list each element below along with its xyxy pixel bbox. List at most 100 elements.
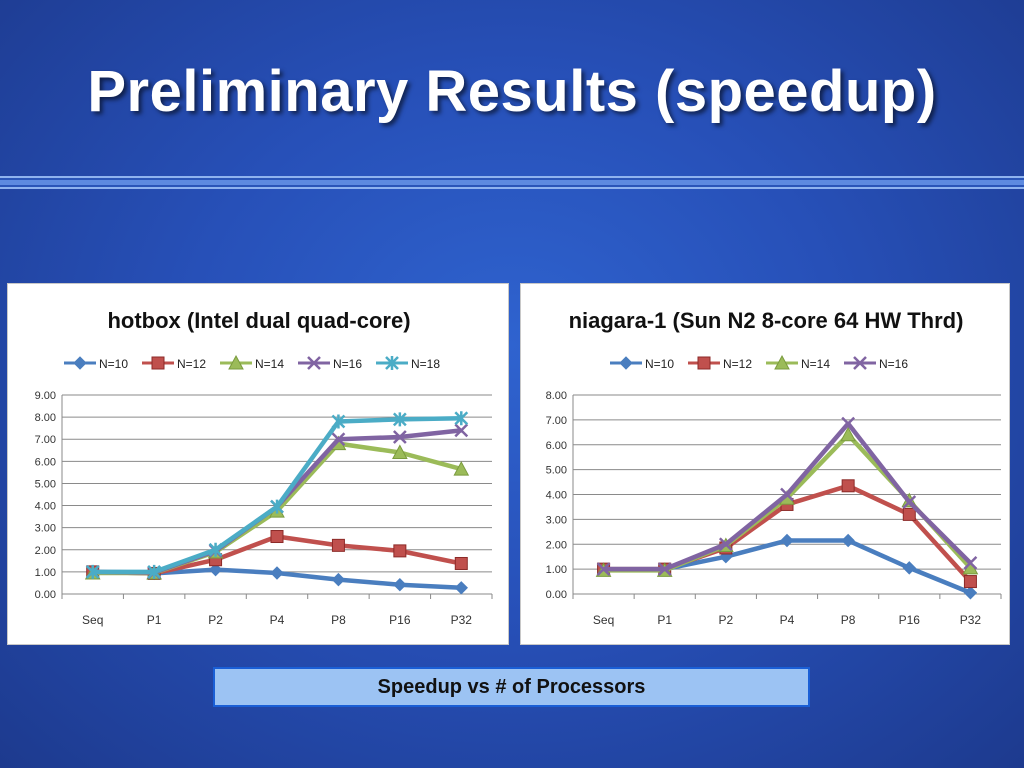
legend-label: N=14 bbox=[801, 357, 830, 371]
x-tick-label: P8 bbox=[841, 613, 856, 627]
y-tick-label: 5.00 bbox=[35, 478, 56, 490]
title-divider bbox=[0, 176, 1024, 189]
data-point bbox=[453, 461, 470, 476]
data-point bbox=[902, 561, 916, 575]
legend-label: N=10 bbox=[99, 357, 128, 371]
legend-label: N=18 bbox=[411, 357, 440, 371]
data-point bbox=[454, 581, 468, 595]
legend-marker bbox=[151, 356, 165, 370]
data-point bbox=[331, 538, 345, 552]
x-tick-label: P1 bbox=[147, 613, 162, 627]
y-tick-label: 8.00 bbox=[546, 390, 567, 402]
x-tick-label: P32 bbox=[451, 613, 473, 627]
x-tick-label: P16 bbox=[389, 613, 411, 627]
y-tick-label: 6.00 bbox=[35, 456, 56, 468]
chart-legend: N=10 N=12 N=14 N=16 bbox=[610, 354, 908, 371]
data-point bbox=[902, 507, 916, 521]
y-tick-label: 6.00 bbox=[546, 440, 567, 452]
y-tick-label: 7.00 bbox=[35, 434, 56, 446]
data-point bbox=[718, 537, 733, 552]
data-point bbox=[841, 533, 855, 548]
data-point bbox=[841, 479, 855, 493]
data-point bbox=[270, 566, 284, 580]
x-tick-label: P32 bbox=[960, 613, 982, 627]
data-point bbox=[780, 533, 794, 548]
y-tick-label: 3.00 bbox=[35, 523, 56, 535]
data-point bbox=[147, 564, 162, 579]
legend-label: N=10 bbox=[645, 357, 674, 371]
data-point bbox=[841, 416, 856, 431]
chart-hotbox-svg: hotbox (Intel dual quad-core)N=10 N=12 N=1… bbox=[35, 308, 493, 627]
legend-marker bbox=[697, 356, 711, 370]
y-tick-label: 1.00 bbox=[35, 567, 56, 579]
chart-grid: 0.00 1.00 2.00 3.00 4.00 5.00 6.00 7.00 8.00 9.00 bbox=[35, 390, 492, 601]
data-point bbox=[392, 444, 408, 459]
y-tick-label: 0.00 bbox=[546, 589, 567, 601]
x-tick-label: Seq bbox=[82, 613, 103, 627]
data-point bbox=[657, 562, 672, 577]
legend-label: N=12 bbox=[723, 357, 752, 371]
chart-title: niagara-1 (Sun N2 8-core 64 HW Thrd) bbox=[569, 308, 964, 333]
y-tick-label: 0.00 bbox=[35, 589, 56, 601]
y-tick-label: 9.00 bbox=[35, 390, 56, 402]
y-tick-label: 4.00 bbox=[35, 501, 56, 513]
x-tick-label: P16 bbox=[899, 613, 921, 627]
x-tick-label: P1 bbox=[657, 613, 672, 627]
data-point bbox=[780, 487, 794, 502]
data-point bbox=[840, 426, 856, 442]
chart-legend: N=10 N=12 N=14 N=16 N=18 bbox=[64, 354, 440, 371]
legend-label: N=16 bbox=[333, 357, 362, 371]
legend-marker bbox=[774, 354, 790, 370]
data-point bbox=[331, 432, 346, 447]
x-tick-label: P8 bbox=[331, 613, 346, 627]
y-tick-label: 7.00 bbox=[546, 415, 567, 427]
data-point bbox=[85, 564, 100, 579]
x-tick-label: P2 bbox=[719, 613, 734, 627]
y-tick-label: 2.00 bbox=[35, 545, 56, 557]
data-point bbox=[392, 412, 407, 427]
data-point bbox=[393, 578, 407, 592]
chart-title: hotbox (Intel dual quad-core) bbox=[107, 308, 410, 333]
y-tick-label: 8.00 bbox=[35, 412, 56, 424]
data-point bbox=[454, 556, 468, 570]
x-tick-label: Seq bbox=[593, 613, 614, 627]
data-point bbox=[331, 414, 346, 429]
legend-marker bbox=[73, 356, 87, 370]
slide-title: Preliminary Results (speedup) bbox=[87, 59, 937, 124]
data-point bbox=[270, 530, 284, 544]
legend-marker bbox=[307, 356, 321, 370]
data-point bbox=[963, 575, 977, 589]
data-point bbox=[454, 423, 469, 438]
data-point bbox=[902, 495, 917, 509]
y-tick-label: 2.00 bbox=[546, 539, 567, 551]
data-point bbox=[331, 572, 346, 587]
legend-marker bbox=[385, 356, 399, 370]
caption-text: Speedup vs # of Processors bbox=[377, 675, 646, 698]
legend-marker bbox=[619, 356, 633, 370]
legend-marker bbox=[853, 356, 867, 370]
data-point bbox=[392, 430, 407, 444]
chart-hotbox: hotbox (Intel dual quad-core) N=10 N=12 N=1… bbox=[7, 283, 509, 645]
chart-niagara-svg: niagara-1 (Sun N2 8-core 64 HW Thrd) N=10… bbox=[546, 308, 1002, 627]
y-tick-label: 1.00 bbox=[546, 564, 567, 576]
caption-box: Speedup vs # of Processors bbox=[213, 667, 810, 707]
y-tick-label: 4.00 bbox=[546, 490, 567, 502]
series-n-10 bbox=[86, 562, 468, 595]
x-tick-label: P2 bbox=[208, 613, 223, 627]
data-point bbox=[454, 411, 469, 426]
legend-label: N=12 bbox=[177, 357, 206, 371]
x-tick-label: P4 bbox=[270, 613, 285, 627]
data-point bbox=[963, 586, 978, 600]
series-n-16 bbox=[596, 416, 978, 577]
y-tick-label: 5.00 bbox=[546, 465, 567, 477]
data-point bbox=[393, 544, 407, 558]
series-n-14 bbox=[595, 426, 979, 577]
data-point bbox=[963, 556, 978, 570]
data-point bbox=[596, 562, 611, 577]
legend-label: N=16 bbox=[879, 357, 908, 371]
data-point bbox=[208, 562, 223, 577]
data-point bbox=[208, 542, 223, 557]
data-point bbox=[270, 499, 284, 514]
legend-label: N=14 bbox=[255, 357, 284, 371]
series-n-18 bbox=[85, 411, 469, 579]
